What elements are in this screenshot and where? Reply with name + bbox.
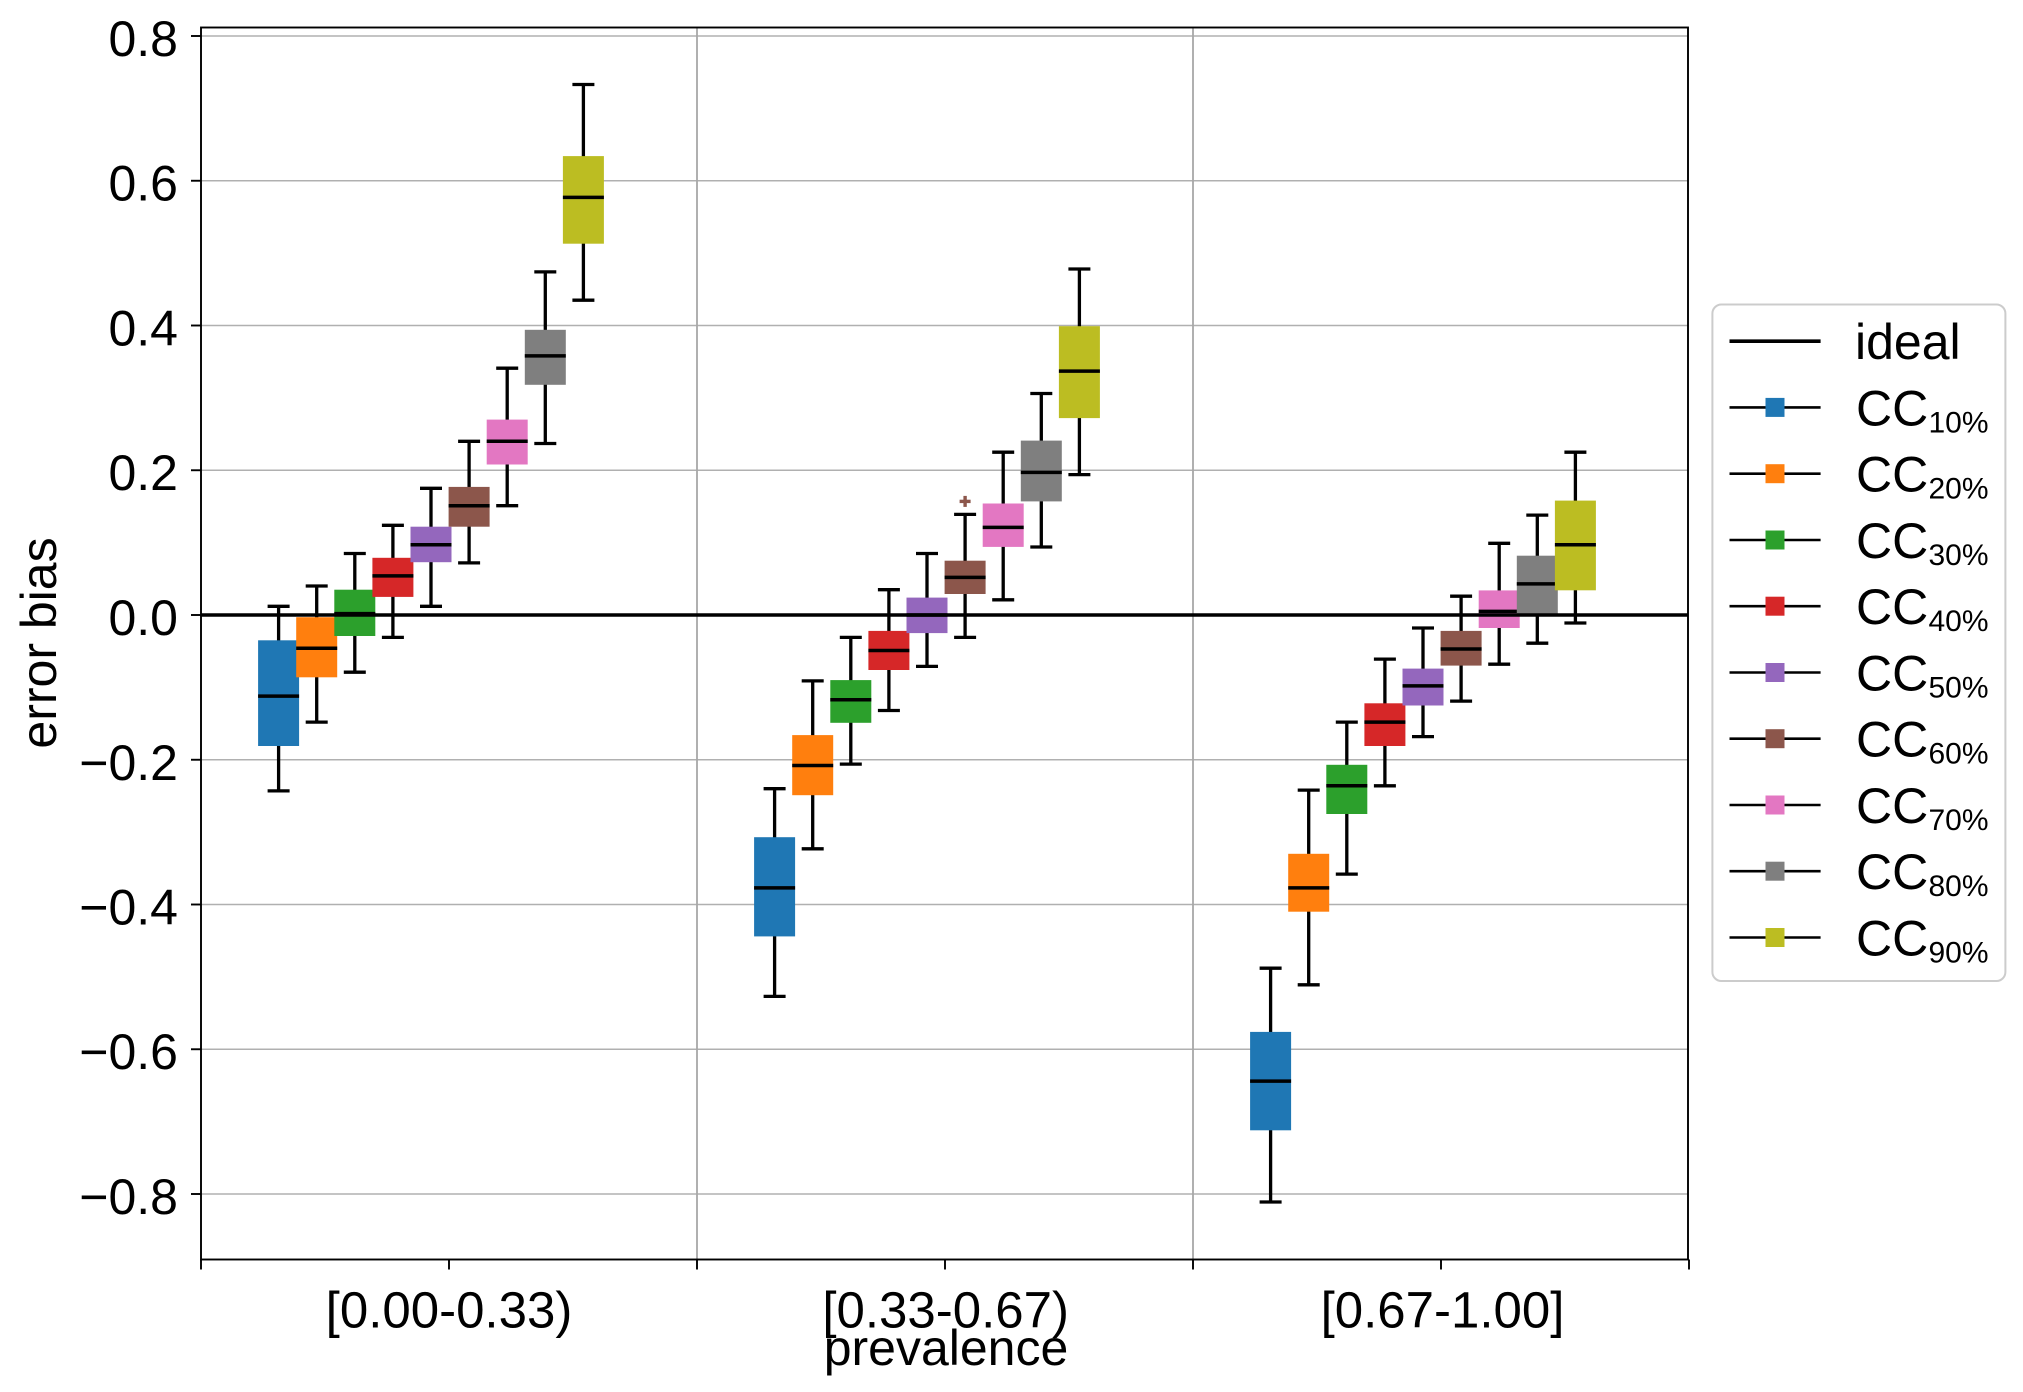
svg-text:90%: 90%: [1929, 937, 1989, 970]
svg-text:CC: CC: [1856, 579, 1928, 635]
svg-text:[0.00-0.33): [0.00-0.33): [326, 1282, 573, 1339]
svg-text:[0.33-0.67): [0.33-0.67): [822, 1282, 1069, 1339]
svg-text:50%: 50%: [1929, 672, 1989, 705]
svg-text:40%: 40%: [1929, 605, 1989, 638]
svg-text:0.6: 0.6: [108, 156, 178, 212]
svg-text:−0.6: −0.6: [79, 1024, 178, 1080]
svg-text:−0.2: −0.2: [79, 735, 178, 791]
svg-text:CC: CC: [1856, 911, 1928, 967]
svg-text:20%: 20%: [1929, 473, 1989, 506]
svg-text:CC: CC: [1856, 778, 1928, 834]
svg-text:−0.4: −0.4: [79, 880, 178, 936]
svg-text:80%: 80%: [1929, 870, 1989, 903]
svg-text:70%: 70%: [1929, 804, 1989, 837]
svg-text:60%: 60%: [1929, 738, 1989, 771]
svg-text:CC: CC: [1856, 447, 1928, 503]
svg-text:0.0: 0.0: [108, 590, 178, 646]
svg-text:[0.67-1.00]: [0.67-1.00]: [1321, 1282, 1565, 1339]
svg-text:−0.8: −0.8: [79, 1169, 178, 1225]
svg-text:prevalence: prevalence: [824, 1320, 1069, 1376]
svg-text:ideal: ideal: [1855, 314, 1961, 370]
svg-text:CC: CC: [1856, 646, 1928, 702]
svg-text:CC: CC: [1856, 712, 1928, 768]
svg-text:0.2: 0.2: [108, 445, 178, 501]
svg-text:CC: CC: [1856, 380, 1928, 436]
svg-text:CC: CC: [1856, 844, 1928, 900]
svg-text:10%: 10%: [1929, 406, 1989, 439]
svg-text:CC: CC: [1856, 513, 1928, 569]
svg-text:error bias: error bias: [11, 537, 67, 748]
svg-text:0.8: 0.8: [108, 11, 178, 67]
svg-text:30%: 30%: [1929, 539, 1989, 572]
svg-text:0.4: 0.4: [108, 301, 178, 357]
